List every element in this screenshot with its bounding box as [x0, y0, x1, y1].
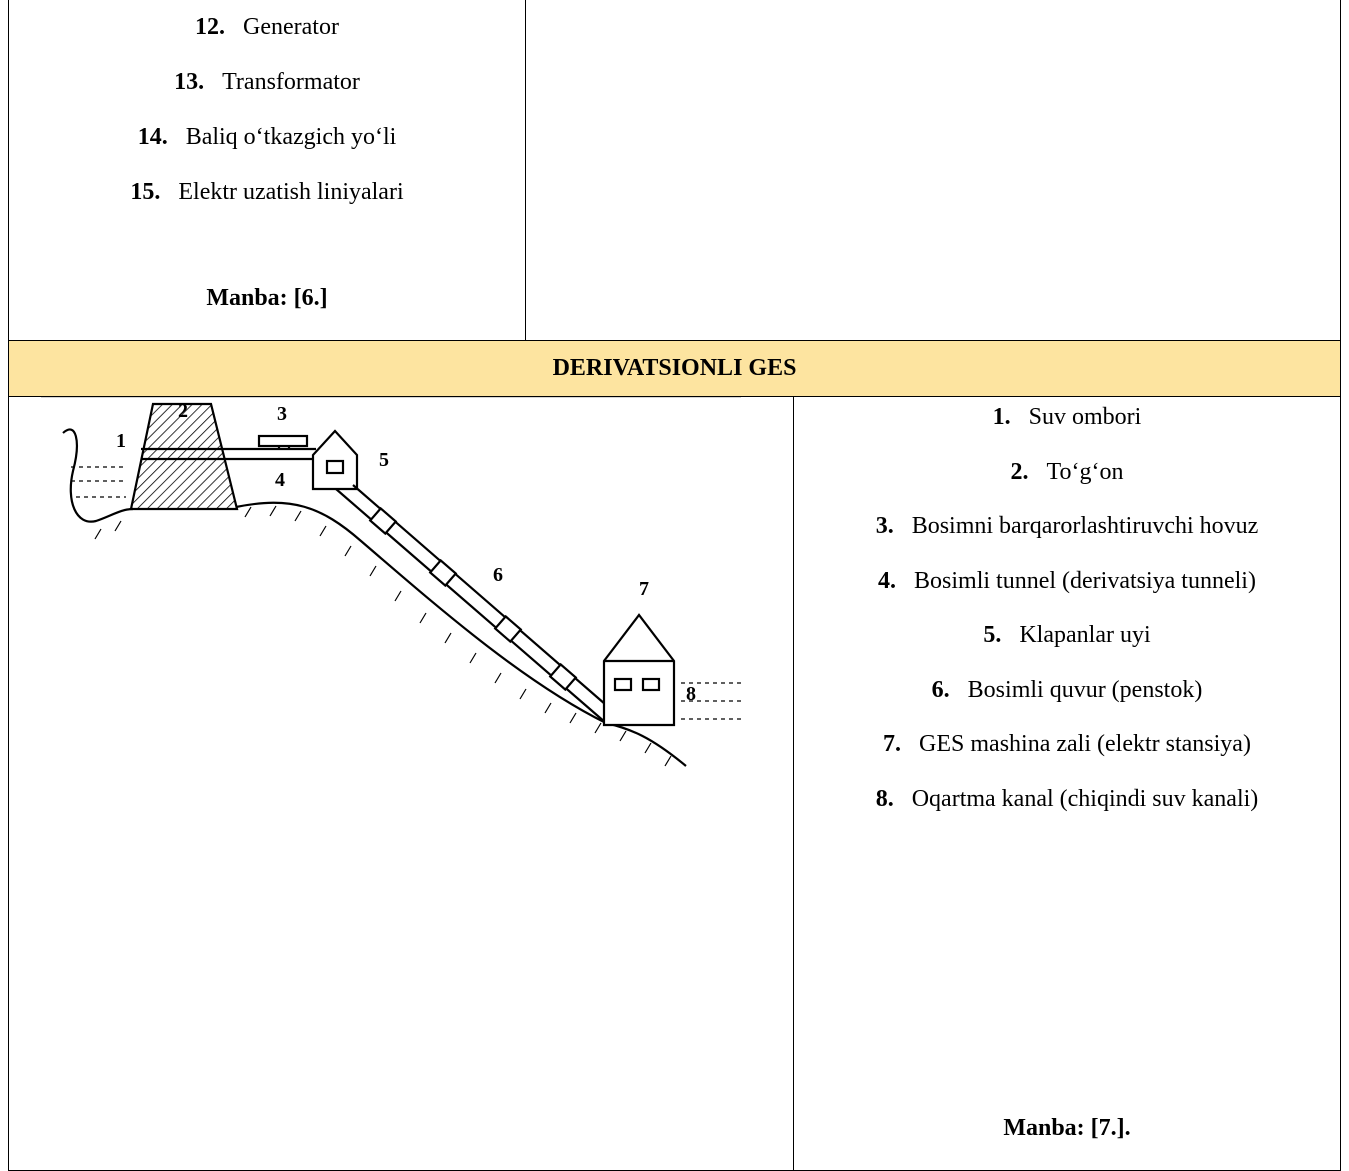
item-text: To‘g‘on [1046, 458, 1124, 485]
legend-item: 1. Suv ombori [847, 390, 1287, 445]
item-number: 4. [878, 567, 897, 594]
legend-item: 3. Bosimni barqarorlashtiruvchi hovuz [847, 499, 1287, 554]
item-number: 6. [931, 676, 950, 703]
diagram-label: 3 [277, 403, 287, 425]
item-number: 2. [1010, 458, 1029, 485]
diagram-label: 4 [275, 469, 285, 491]
item-number: 5. [983, 622, 1002, 648]
legend-item: 2. To‘g‘on [847, 445, 1287, 500]
top-right-cell [525, 0, 1341, 341]
diagram-label: 6 [493, 564, 503, 586]
item-text: Bosimli quvur (penstok) [967, 676, 1203, 703]
item-text: Suv ombori [1028, 404, 1142, 430]
item-text: Elektr uzatish liniyalari [178, 179, 404, 205]
legend-item: 5. Klapanlar uyi [847, 608, 1287, 663]
legend-item: 6. Bosimli quvur (penstok) [847, 663, 1287, 718]
section-title: DERIVATSIONLI GES [8, 340, 1341, 397]
source: Manba: [6.] [206, 285, 328, 311]
item-number: 15. [130, 179, 161, 205]
item-text: Oqartma kanal (chiqindi suv kanali) [911, 785, 1259, 812]
diagram-label: 8 [686, 683, 696, 705]
item-text: Klapanlar uyi [1019, 622, 1151, 648]
diagram-label: 5 [379, 449, 389, 471]
item-number: 3. [875, 513, 894, 539]
diagram-label: 1 [116, 430, 126, 452]
source: Manba: [7.]. [1003, 1115, 1131, 1141]
item-number: 1. [992, 404, 1011, 430]
diagram: 1 2 3 4 5 6 7 8 [41, 397, 741, 767]
diagram-cell: 1 2 3 4 5 6 7 8 [8, 396, 794, 1171]
legend-list: 1. Suv ombori 2. To‘g‘on 3. Bosimni barqaro… [847, 390, 1287, 826]
list-item: 14. Baliq o‘tkazgich yo‘li [9, 110, 525, 165]
item-text: GES mashina zali (elektr stansiya) [919, 731, 1251, 757]
item-text: Generator [243, 14, 339, 40]
legend-item: 4. Bosimli tunnel (derivatsiya tunneli) [847, 554, 1287, 609]
legend-item: 8. Oqartma kanal (chiqindi suv kanali) [847, 772, 1287, 827]
legend-cell: 1. Suv ombori 2. To‘g‘on 3. Bosimni barqaro… [793, 396, 1341, 1171]
item-number: 13. [174, 69, 205, 95]
item-number: 12. [195, 14, 226, 40]
item-text: Transformator [222, 69, 360, 95]
item-number: 7. [883, 731, 902, 757]
diagram-label: 7 [639, 578, 649, 600]
top-list: 12. Generator 13. Transformator 14. Baliq o… [9, 0, 525, 220]
list-item: 12. Generator [9, 0, 525, 55]
item-text: Baliq o‘tkazgich yo‘li [185, 124, 397, 150]
list-item: 15. Elektr uzatish liniyalari [9, 165, 525, 220]
list-item: 13. Transformator [9, 55, 525, 110]
item-number: 8. [875, 785, 894, 812]
item-text: Bosimli tunnel (derivatsiya tunneli) [914, 567, 1256, 594]
top-left-cell: 12. Generator 13. Transformator 14. Baliq o… [8, 0, 526, 341]
drawing [41, 397, 741, 767]
legend-item: 7. GES mashina zali (elektr stansiya) [847, 717, 1287, 772]
item-text: Bosimni barqarorlashtiruvchi hovuz [911, 513, 1259, 539]
item-number: 14. [137, 124, 168, 150]
diagram-label: 2 [178, 400, 188, 422]
